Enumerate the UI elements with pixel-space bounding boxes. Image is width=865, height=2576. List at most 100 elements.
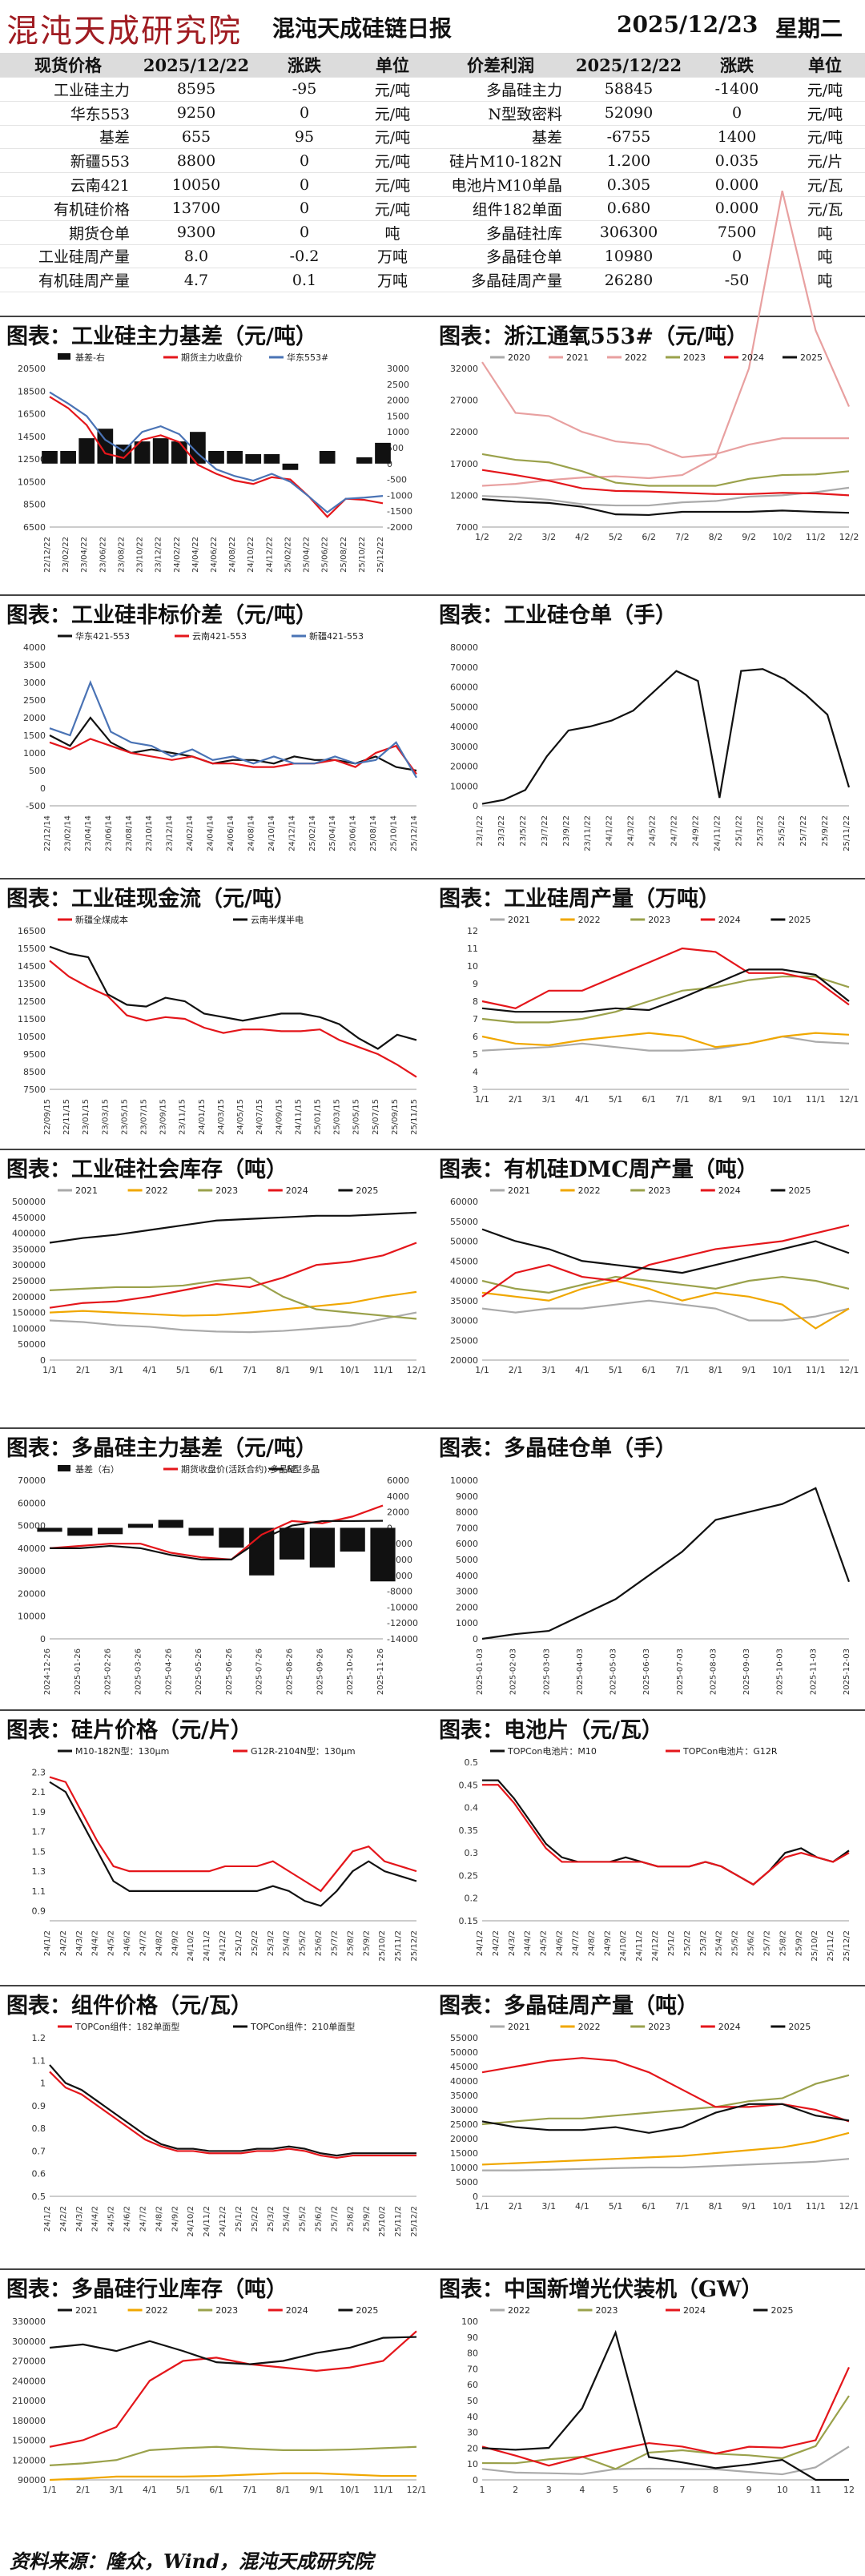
chart-svg: 010000200003000040000500006000070000-140… bbox=[18, 1463, 418, 1695]
basis-bar bbox=[208, 450, 224, 464]
x-tick-label: 4/1 bbox=[575, 1365, 589, 1375]
y-tick-label: 50000 bbox=[450, 702, 478, 712]
x-tick-label: 24/10/2 bbox=[619, 1930, 628, 1962]
legend-label: 2023 bbox=[683, 352, 706, 363]
spread-cell: 1400 bbox=[689, 125, 785, 150]
x-tick-label: 25/7/2 bbox=[330, 1930, 339, 1956]
legend-label: 2024 bbox=[683, 2305, 706, 2316]
x-tick-label: 1/1 bbox=[475, 1094, 489, 1105]
spot-row: 云南421 10050 0 元/吨 bbox=[0, 172, 432, 197]
x-tick-label: 25/9/22 bbox=[821, 815, 830, 847]
x-tick-label: 10/1 bbox=[772, 1365, 792, 1375]
section-divider bbox=[0, 594, 865, 596]
y-tick-label: 1.7 bbox=[32, 1827, 46, 1837]
x-tick-label: 2025-11-26 bbox=[376, 1648, 385, 1695]
spread-cell: -1400 bbox=[689, 77, 785, 102]
x-tick-label: 2025-03-03 bbox=[542, 1648, 551, 1695]
chart-title: 图表：组件价格（元/瓦） bbox=[6, 1994, 252, 2019]
legend-label: 2022 bbox=[146, 2305, 168, 2316]
y-tick-label: 35000 bbox=[450, 1296, 478, 1306]
y-tick-label: 6500 bbox=[23, 522, 46, 533]
x-tick-label: 24/1/2 bbox=[43, 1930, 52, 1956]
series-line bbox=[49, 960, 417, 1078]
x-tick-label: 25/03/15 bbox=[333, 1099, 342, 1135]
x-tick-label: 2/2 bbox=[509, 532, 523, 542]
x-tick-label: 25/11/15 bbox=[410, 1099, 419, 1135]
chart-title: 图表：多晶硅主力基差（元/吨） bbox=[6, 1436, 317, 1461]
x-tick-label: 25/10/22 bbox=[358, 537, 367, 573]
y-tick-label: 25000 bbox=[450, 2119, 478, 2130]
x-tick-label: 9/2 bbox=[742, 532, 756, 542]
spread-row: 多晶硅仓单 10980 0 吨 bbox=[432, 244, 865, 269]
x-tick-label: 25/07/15 bbox=[372, 1099, 380, 1135]
y-tick-label: 7000 bbox=[456, 1523, 478, 1533]
y-tick-label: 500 bbox=[29, 766, 46, 776]
x-tick-label: 24/5/22 bbox=[649, 815, 658, 847]
legend-label: 2024 bbox=[718, 915, 741, 925]
y-tick-label: 10 bbox=[467, 2459, 478, 2469]
x-tick-label: 24/1/2 bbox=[43, 2206, 52, 2232]
x-tick-label: 25/4/2 bbox=[715, 1930, 724, 1956]
legend-label: 2022 bbox=[578, 915, 601, 925]
y-tick-label: 7 bbox=[473, 1014, 478, 1024]
x-tick-label: 24/11/15 bbox=[294, 1099, 303, 1135]
spread-row: 硅片M10-182N 1.200 0.035 元/片 bbox=[432, 148, 865, 174]
y-tick-label: 50000 bbox=[450, 1237, 478, 1247]
y-tick-label: 90000 bbox=[18, 2475, 46, 2485]
spot-cell: 8.0 bbox=[136, 244, 256, 269]
y-tick-label: 25000 bbox=[450, 1335, 478, 1346]
x-tick-label: 11/1 bbox=[806, 1094, 826, 1105]
spot-row: 期货仓单 9300 0 吨 bbox=[0, 220, 432, 245]
x-tick-label: 23/09/15 bbox=[159, 1099, 168, 1135]
basis-bar bbox=[78, 438, 95, 464]
legend-label: 2021 bbox=[75, 1185, 98, 1196]
series-line bbox=[482, 2158, 850, 2171]
spread-cell: 电池片M10单晶 bbox=[432, 172, 569, 197]
y-tick-label: 16500 bbox=[18, 926, 46, 936]
y2-tick-label: -12000 bbox=[387, 1618, 418, 1628]
y-tick-label: 0.15 bbox=[459, 1916, 479, 1926]
x-tick-label: 24/9/2 bbox=[171, 2206, 179, 2232]
basis-bar bbox=[219, 1527, 244, 1548]
x-tick-label: 23/12/14 bbox=[166, 815, 175, 851]
x-tick-label: 12/1 bbox=[407, 1365, 427, 1375]
spot-row: 新疆553 8800 0 元/吨 bbox=[0, 148, 432, 174]
spot-row: 有机硅周产量 4.7 0.1 万吨 bbox=[0, 268, 432, 293]
spread-cell: 吨 bbox=[785, 244, 865, 269]
legend-label: TOPCon组件：210单面型 bbox=[250, 2021, 355, 2032]
y-tick-label: 60 bbox=[467, 2380, 478, 2390]
y-tick-label: 20000 bbox=[450, 762, 478, 772]
basis-bar bbox=[134, 441, 151, 464]
y-tick-label: 9500 bbox=[23, 1049, 46, 1060]
chart-title: 图表：中国新增光伏装机（GW） bbox=[439, 2277, 763, 2302]
x-tick-label: 7/1 bbox=[675, 2201, 690, 2212]
legend-label: G12R-2104N型：130μm bbox=[251, 1745, 356, 1757]
spot-cell: 有机硅周产量 bbox=[0, 268, 136, 293]
legend-label: 2022 bbox=[578, 2022, 601, 2032]
x-tick-label: 25/04/22 bbox=[303, 537, 312, 573]
spot-cell: 万吨 bbox=[352, 244, 432, 269]
legend-label: 2022 bbox=[146, 1185, 168, 1196]
x-tick-label: 12 bbox=[843, 2485, 855, 2495]
section-divider bbox=[0, 1709, 865, 1711]
chart-svg: 0 1000 2000 3000 4000 5000 6000 7000 8000 9000 100… bbox=[450, 1475, 851, 1695]
spread-cell: 元/吨 bbox=[785, 101, 865, 126]
legend-label: 2021 bbox=[566, 352, 589, 363]
y-tick-label: 45000 bbox=[450, 2062, 478, 2072]
legend-label: 华东553# bbox=[287, 352, 328, 363]
x-tick-label: 10/1 bbox=[772, 1094, 792, 1105]
x-tick-label: 3/1 bbox=[541, 2201, 556, 2212]
y2-tick-label: 2000 bbox=[387, 1507, 409, 1518]
spot-header-cell: 涨跌 bbox=[256, 53, 352, 78]
section-divider bbox=[0, 2268, 865, 2270]
legend-label: 2023 bbox=[215, 2305, 238, 2316]
y-tick-label: 10000 bbox=[18, 1612, 46, 1622]
series-line bbox=[481, 1279, 850, 1330]
x-tick-label: 2025-05-26 bbox=[195, 1648, 203, 1695]
x-tick-label: 24/02/22 bbox=[173, 537, 182, 573]
y-tick-label: 2000 bbox=[23, 713, 46, 723]
x-tick-label: 2/1 bbox=[76, 1365, 91, 1375]
x-tick-label: 12/1 bbox=[839, 1094, 859, 1105]
x-tick-label: 1 bbox=[480, 2485, 485, 2495]
x-tick-label: 11/1 bbox=[806, 1365, 826, 1375]
